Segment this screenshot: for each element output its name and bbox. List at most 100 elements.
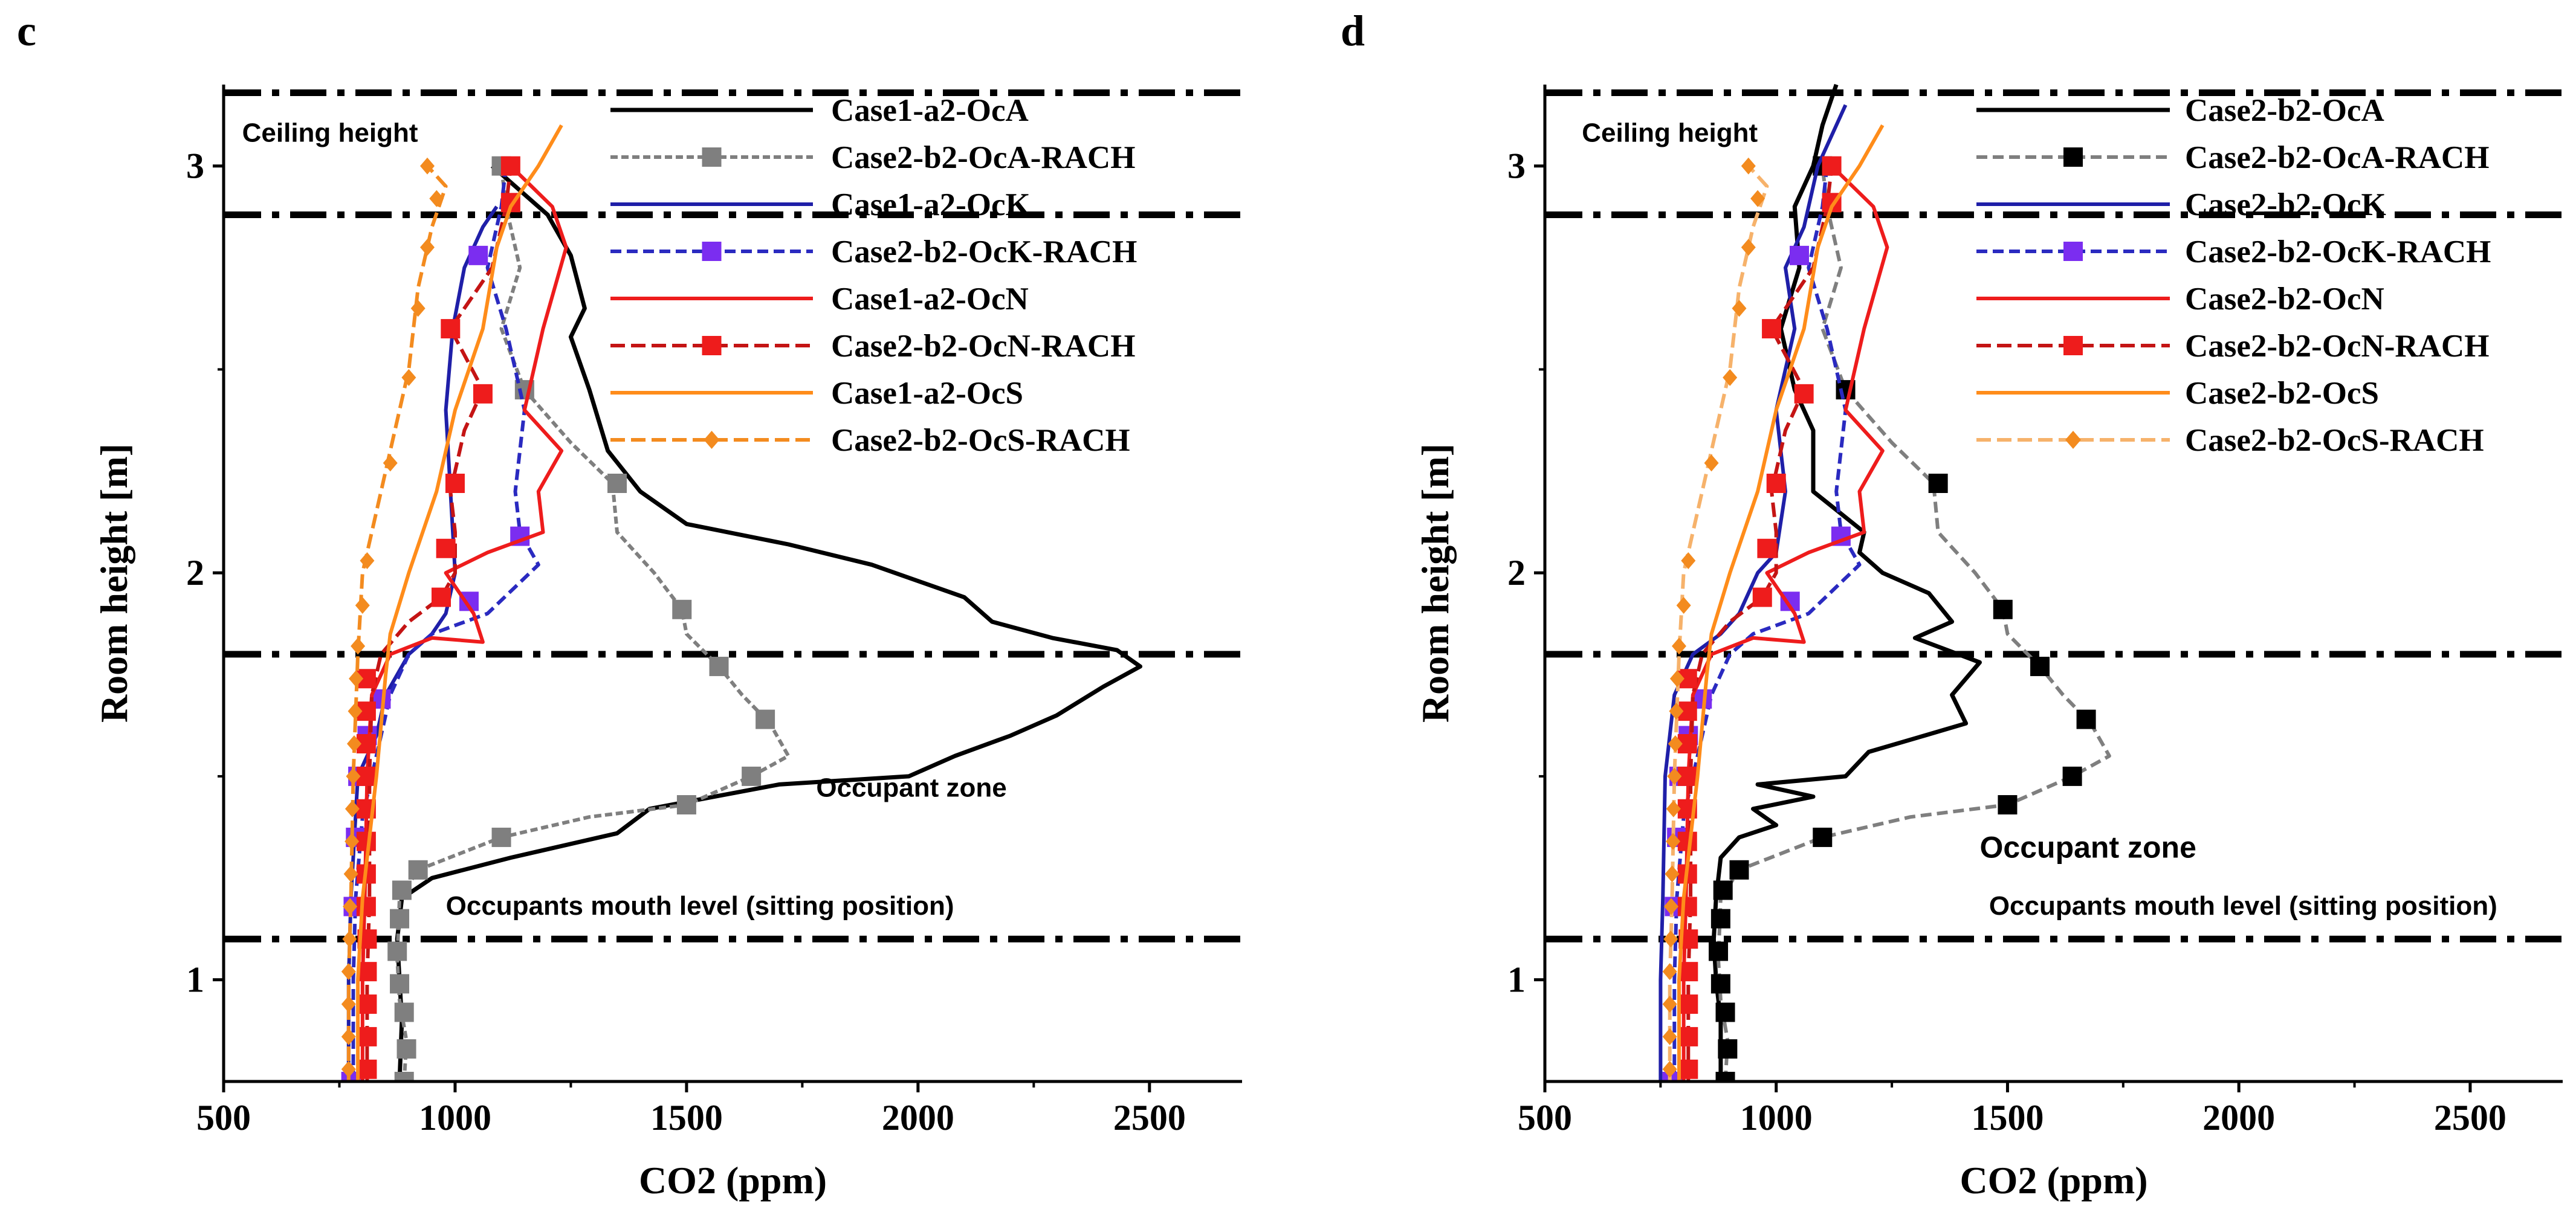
legend-label: Case2-b2-OcA xyxy=(2185,93,2384,128)
series-marker xyxy=(1709,941,1729,961)
legend-label: Case2-b2-OcK-RACH xyxy=(831,234,1137,269)
legend-marker xyxy=(2065,431,2081,449)
series-marker xyxy=(1678,994,1698,1014)
series-marker xyxy=(742,766,762,786)
series-marker xyxy=(346,767,361,785)
series-marker xyxy=(346,735,361,753)
series-marker xyxy=(355,597,370,614)
legend-label: Case2-b2-OcA-RACH xyxy=(2185,140,2489,175)
y-tick-label: 1 xyxy=(1507,960,1526,1000)
x-tick-label: 2500 xyxy=(1113,1098,1186,1138)
series-marker xyxy=(1662,996,1677,1013)
series-marker xyxy=(672,599,692,619)
legend-label: Case1-a2-OcN xyxy=(831,282,1029,317)
annotation: Occupant zone xyxy=(816,773,1006,803)
series-line xyxy=(365,166,513,1081)
series-marker xyxy=(1750,190,1765,207)
series-marker xyxy=(1998,795,2018,815)
series-marker xyxy=(349,670,364,688)
series-marker xyxy=(1762,319,1782,339)
series-marker xyxy=(1666,833,1681,850)
legend-label: Case2-b2-OcA-RACH xyxy=(831,140,1135,175)
annotation: Occupants mouth level (sitting position) xyxy=(446,891,954,921)
series-marker xyxy=(390,909,410,929)
panel-d: d 500 1000 1500 2000 2500 1 2 3 CO2 (ppm) Room hei… xyxy=(1341,7,2563,1202)
series-marker xyxy=(387,941,407,961)
series-marker xyxy=(341,1060,356,1078)
panel-c: c 500 1000 1500 2000 2500 1 2 3 CO2 (ppm) Room hei… xyxy=(17,7,1242,1202)
series-marker xyxy=(1928,474,1948,493)
series-line xyxy=(346,205,499,1081)
x-tick-label: 2000 xyxy=(2202,1098,2275,1138)
series-marker xyxy=(420,239,435,256)
series-marker xyxy=(356,831,376,851)
series-marker xyxy=(360,552,375,569)
series-marker xyxy=(2030,657,2050,677)
series-line xyxy=(356,124,563,1081)
series-marker xyxy=(420,157,435,175)
panel-letter: c xyxy=(17,7,36,55)
series-marker xyxy=(1681,552,1696,569)
y-axis-title: Room height [m] xyxy=(92,443,135,723)
legend-marker xyxy=(2063,242,2083,261)
series-marker xyxy=(1704,454,1719,472)
series-marker xyxy=(356,897,376,917)
series-marker xyxy=(756,709,775,729)
series-marker xyxy=(1757,538,1777,558)
series-marker xyxy=(1790,245,1809,265)
annotation: Occupants mouth level (sitting position) xyxy=(1989,891,2497,921)
series-line xyxy=(395,164,1142,1081)
legend-label: Case2-b2-OcK-RACH xyxy=(2185,234,2491,269)
series-marker xyxy=(1723,369,1738,386)
series-marker xyxy=(394,1072,414,1081)
series-marker xyxy=(1678,1026,1698,1046)
series-marker xyxy=(1822,156,1842,176)
legend-label: Case2-b2-OcN-RACH xyxy=(831,329,1135,364)
series-marker xyxy=(1666,800,1681,817)
series-marker xyxy=(1663,898,1678,915)
series-marker xyxy=(1662,1060,1677,1078)
series-marker xyxy=(341,1028,356,1045)
series-marker xyxy=(676,795,696,815)
series-marker xyxy=(1677,831,1697,851)
series-marker xyxy=(1713,880,1733,900)
series-marker xyxy=(709,657,729,677)
series-marker xyxy=(396,1039,416,1059)
series-marker xyxy=(390,974,410,994)
annotation: Ceiling height xyxy=(1582,118,1758,147)
legend-label: Case1-a2-OcK xyxy=(831,187,1031,222)
series-marker xyxy=(491,827,511,847)
panel-letter: d xyxy=(1341,7,1365,55)
annotation: Ceiling height xyxy=(242,118,418,147)
series-marker xyxy=(436,538,456,558)
series-marker xyxy=(357,1059,377,1079)
series-marker xyxy=(401,369,416,386)
legend-marker xyxy=(704,431,720,449)
x-tick-label: 2000 xyxy=(882,1098,954,1138)
plot-area xyxy=(341,124,1142,1081)
series-marker xyxy=(2076,709,2096,729)
x-tick-label: 1500 xyxy=(1971,1098,2044,1138)
plot-area xyxy=(1659,83,2111,1081)
y-tick-label: 2 xyxy=(1507,553,1526,593)
y-tick-label: 3 xyxy=(186,146,204,186)
series-marker xyxy=(341,996,356,1013)
series-marker xyxy=(357,1026,377,1046)
series-marker xyxy=(1813,827,1833,847)
x-tick-label: 2500 xyxy=(2434,1098,2506,1138)
series-marker xyxy=(500,156,520,176)
series-marker xyxy=(1794,384,1814,404)
x-axis-title: CO2 (ppm) xyxy=(1960,1159,2147,1202)
series-marker xyxy=(357,994,377,1014)
y-tick-label: 2 xyxy=(186,553,204,593)
series-marker xyxy=(1669,670,1684,688)
series-marker xyxy=(342,930,357,948)
series-marker xyxy=(1710,974,1730,994)
legend-label: Case1-a2-OcA xyxy=(831,93,1029,128)
series-marker xyxy=(1752,587,1772,607)
series-marker xyxy=(468,245,488,265)
series-marker xyxy=(1663,930,1678,948)
x-tick-label: 500 xyxy=(196,1098,251,1138)
series-marker xyxy=(341,963,356,981)
